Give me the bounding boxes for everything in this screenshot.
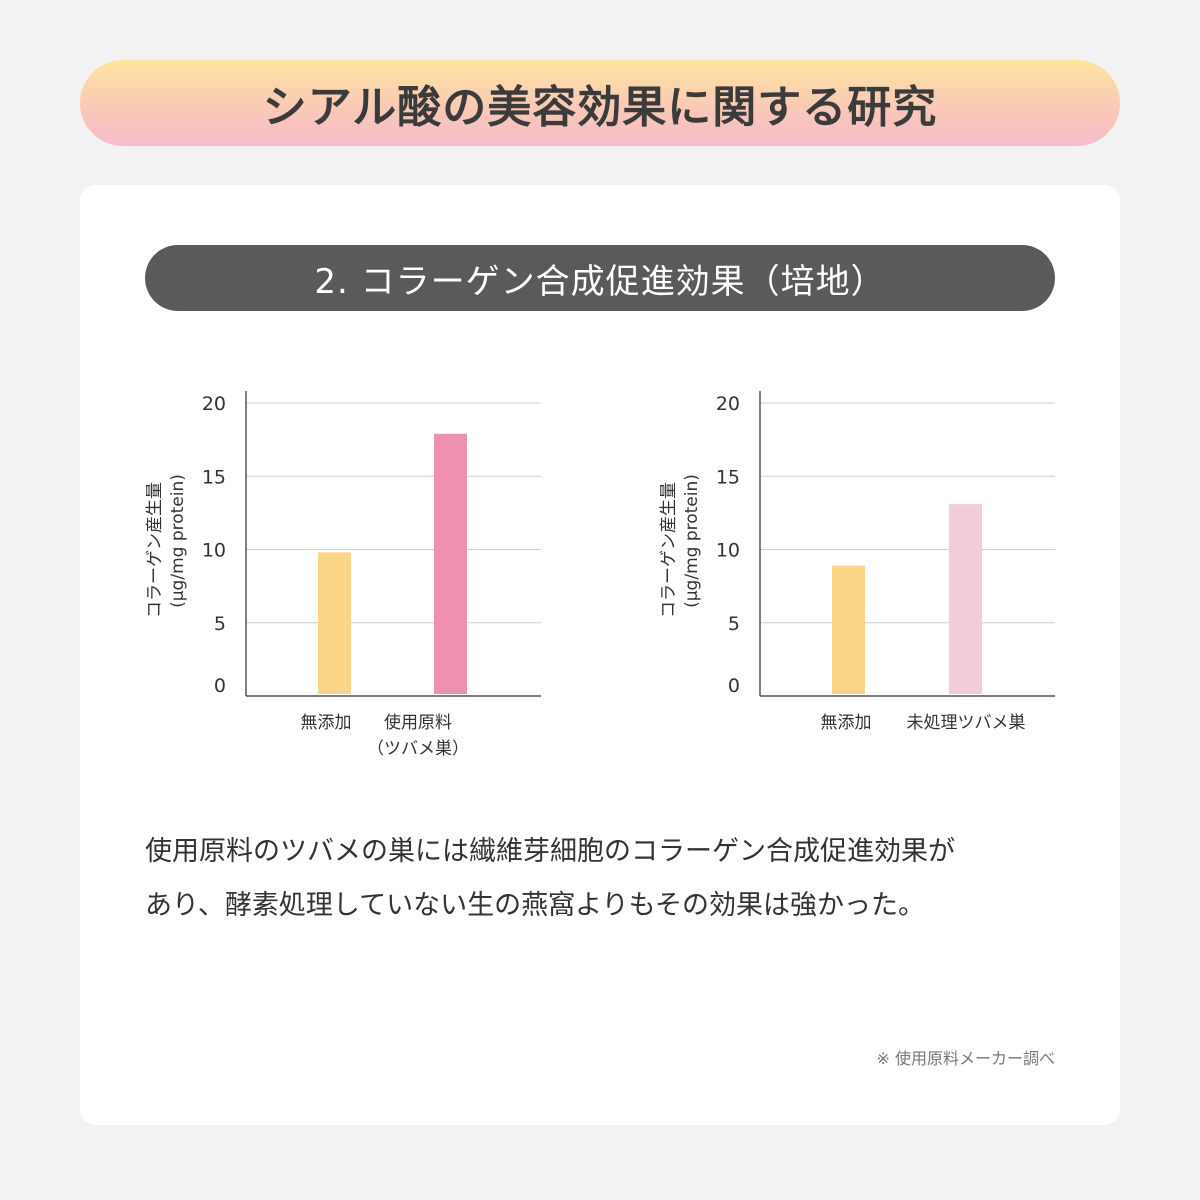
y-tick-label: 15 bbox=[716, 466, 740, 488]
y-tick-label: 15 bbox=[202, 466, 226, 488]
y-tick-label: 5 bbox=[214, 613, 226, 635]
x-category-label: 無添加 bbox=[821, 713, 872, 733]
y-axis-unit: (μg/mg protein) bbox=[682, 474, 702, 608]
y-axis-unit: (μg/mg protein) bbox=[168, 474, 188, 608]
x-category-label: 無添加 bbox=[301, 713, 352, 733]
y-axis-label: コラーゲン産生量 bbox=[145, 482, 165, 618]
title-banner: シアル酸の美容効果に関する研究 bbox=[80, 60, 1120, 146]
y-tick-label: 5 bbox=[728, 613, 740, 635]
y-tick-label: 10 bbox=[716, 540, 740, 562]
y-axis-label: コラーゲン産生量 bbox=[659, 482, 679, 618]
y-tick-label: 10 bbox=[202, 540, 226, 562]
caption-line-1: 使用原料のツバメの巣には繊維芽細胞のコラーゲン合成促進効果が bbox=[145, 836, 955, 867]
footnote: ※ 使用原料メーカー調べ bbox=[876, 1049, 1056, 1068]
y-tick-label: 20 bbox=[716, 393, 740, 415]
chart-1: 0 5 10 15 20 コラーゲン産生量 (μg/mg protein) 無添加 使用原料 （ツ… bbox=[145, 391, 541, 759]
bar-1 bbox=[318, 552, 351, 694]
section-title: 2. コラーゲン合成促進効果（培地） bbox=[314, 261, 886, 302]
chart-2: 0 5 10 15 20 コラーゲン産生量 (μg/mg protein) 無添加 未処理ツバメ… bbox=[659, 391, 1055, 733]
page-title: シアル酸の美容効果に関する研究 bbox=[262, 82, 938, 133]
bar-2 bbox=[949, 504, 982, 694]
caption-line-2: あり、酵素処理していない生の燕窩よりもその効果は強かった。 bbox=[145, 890, 926, 921]
x-category-label: （ツバメ巣） bbox=[367, 739, 469, 759]
x-category-label: 未処理ツバメ巣 bbox=[907, 713, 1026, 733]
y-tick-label: 20 bbox=[202, 393, 226, 415]
y-tick-label: 0 bbox=[728, 675, 740, 697]
bar-1 bbox=[832, 565, 865, 694]
caption: 使用原料のツバメの巣には繊維芽細胞のコラーゲン合成促進効果が あり、酵素処理して… bbox=[145, 825, 1055, 933]
x-category-label: 使用原料 bbox=[384, 712, 452, 733]
section-header: 2. コラーゲン合成促進効果（培地） bbox=[145, 245, 1055, 311]
content-card: 2. コラーゲン合成促進効果（培地） 0 5 10 15 20 コラーゲン産生量 (μg/m… bbox=[80, 185, 1120, 1125]
y-tick-label: 0 bbox=[214, 675, 226, 697]
bar-2 bbox=[434, 433, 467, 694]
